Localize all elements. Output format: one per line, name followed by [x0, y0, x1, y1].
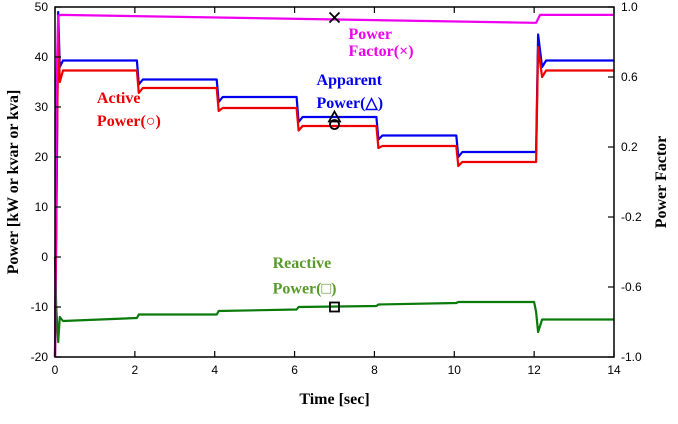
y-axis-right-title: Power Factor [653, 136, 670, 229]
y-left-tick-label: 40 [35, 50, 49, 64]
y-left-tick-label: 0 [41, 250, 48, 264]
series-markers [327, 11, 342, 313]
y-right-tick-label: 0.6 [621, 70, 638, 84]
series-line-reactive-power [53, 256, 614, 344]
y-right-tick-label: 1.0 [621, 0, 638, 14]
y-axis-left-title: Power [kW or kvar or kva] [5, 90, 22, 275]
y-right-tick-label: -1.0 [621, 350, 642, 364]
axis-ticks: 0 2 4 6 8 10 12 14 -20 -10 0 10 20 30 40 50 -1.0 -0.6 -0.2… [31, 0, 642, 377]
x-tick-label: 6 [291, 363, 298, 377]
x-tick-label: 2 [132, 363, 139, 377]
annotation-1-line-1: Power(△) [317, 95, 384, 112]
x-tick-label: 0 [52, 363, 59, 377]
annotation-0-line-1: Factor(×) [348, 43, 413, 60]
annotation-2-line-0: Active [97, 90, 141, 107]
x-tick-label: 14 [607, 363, 621, 377]
marker-triangle-apparent-power [327, 109, 342, 123]
marker-circle-active-power [329, 119, 340, 130]
x-tick-label: 10 [448, 363, 462, 377]
plot-frame [54, 6, 615, 358]
y-left-tick-label: 50 [35, 0, 49, 14]
series-lines [53, 10, 614, 358]
series-line-power-factor [53, 13, 614, 358]
marker-cross-power-factor [328, 11, 341, 24]
annotation-2-line-1: Power(○) [97, 113, 161, 130]
y-left-tick-label: 10 [35, 200, 49, 214]
series-line-active-power [53, 20, 614, 358]
x-tick-label: 12 [527, 363, 541, 377]
y-right-tick-label: 0.2 [621, 140, 638, 154]
x-tick-label: 8 [371, 363, 378, 377]
y-left-tick-label: 20 [35, 150, 49, 164]
x-axis-title: Time [sec] [299, 391, 369, 408]
y-left-tick-label: -20 [31, 350, 49, 364]
annotation-3-line-1: Power(□) [273, 281, 337, 298]
marker-square-reactive-power [329, 301, 340, 313]
annotation-3-line-0: Reactive [273, 255, 332, 272]
x-tick-label: 4 [211, 363, 218, 377]
y-right-tick-label: -0.6 [621, 280, 642, 294]
y-right-tick-label: -0.2 [621, 210, 642, 224]
y-left-tick-label: -10 [31, 300, 49, 314]
series-line-apparent-power [53, 10, 614, 358]
annotation-1-line-0: Apparent [317, 72, 383, 89]
y-left-tick-label: 30 [35, 100, 49, 114]
annotation-0-line-0: Power [348, 26, 392, 43]
